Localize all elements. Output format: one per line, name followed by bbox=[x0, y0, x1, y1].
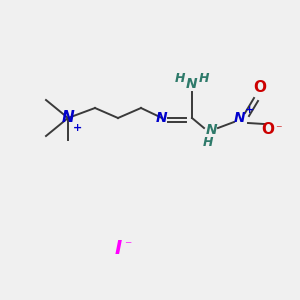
Text: O: O bbox=[254, 80, 266, 95]
Text: I: I bbox=[114, 238, 122, 257]
Text: ⁻: ⁻ bbox=[275, 124, 281, 136]
Text: O: O bbox=[262, 122, 275, 137]
Text: +: + bbox=[72, 123, 82, 133]
Text: H: H bbox=[175, 71, 185, 85]
Text: N: N bbox=[234, 111, 246, 125]
Text: H: H bbox=[203, 136, 213, 149]
Text: N: N bbox=[206, 123, 218, 137]
Text: H: H bbox=[199, 71, 209, 85]
Text: N: N bbox=[156, 111, 168, 125]
Text: N: N bbox=[61, 110, 74, 125]
Text: N: N bbox=[186, 77, 198, 91]
Text: ⁻: ⁻ bbox=[124, 239, 132, 253]
Text: +: + bbox=[245, 105, 255, 115]
